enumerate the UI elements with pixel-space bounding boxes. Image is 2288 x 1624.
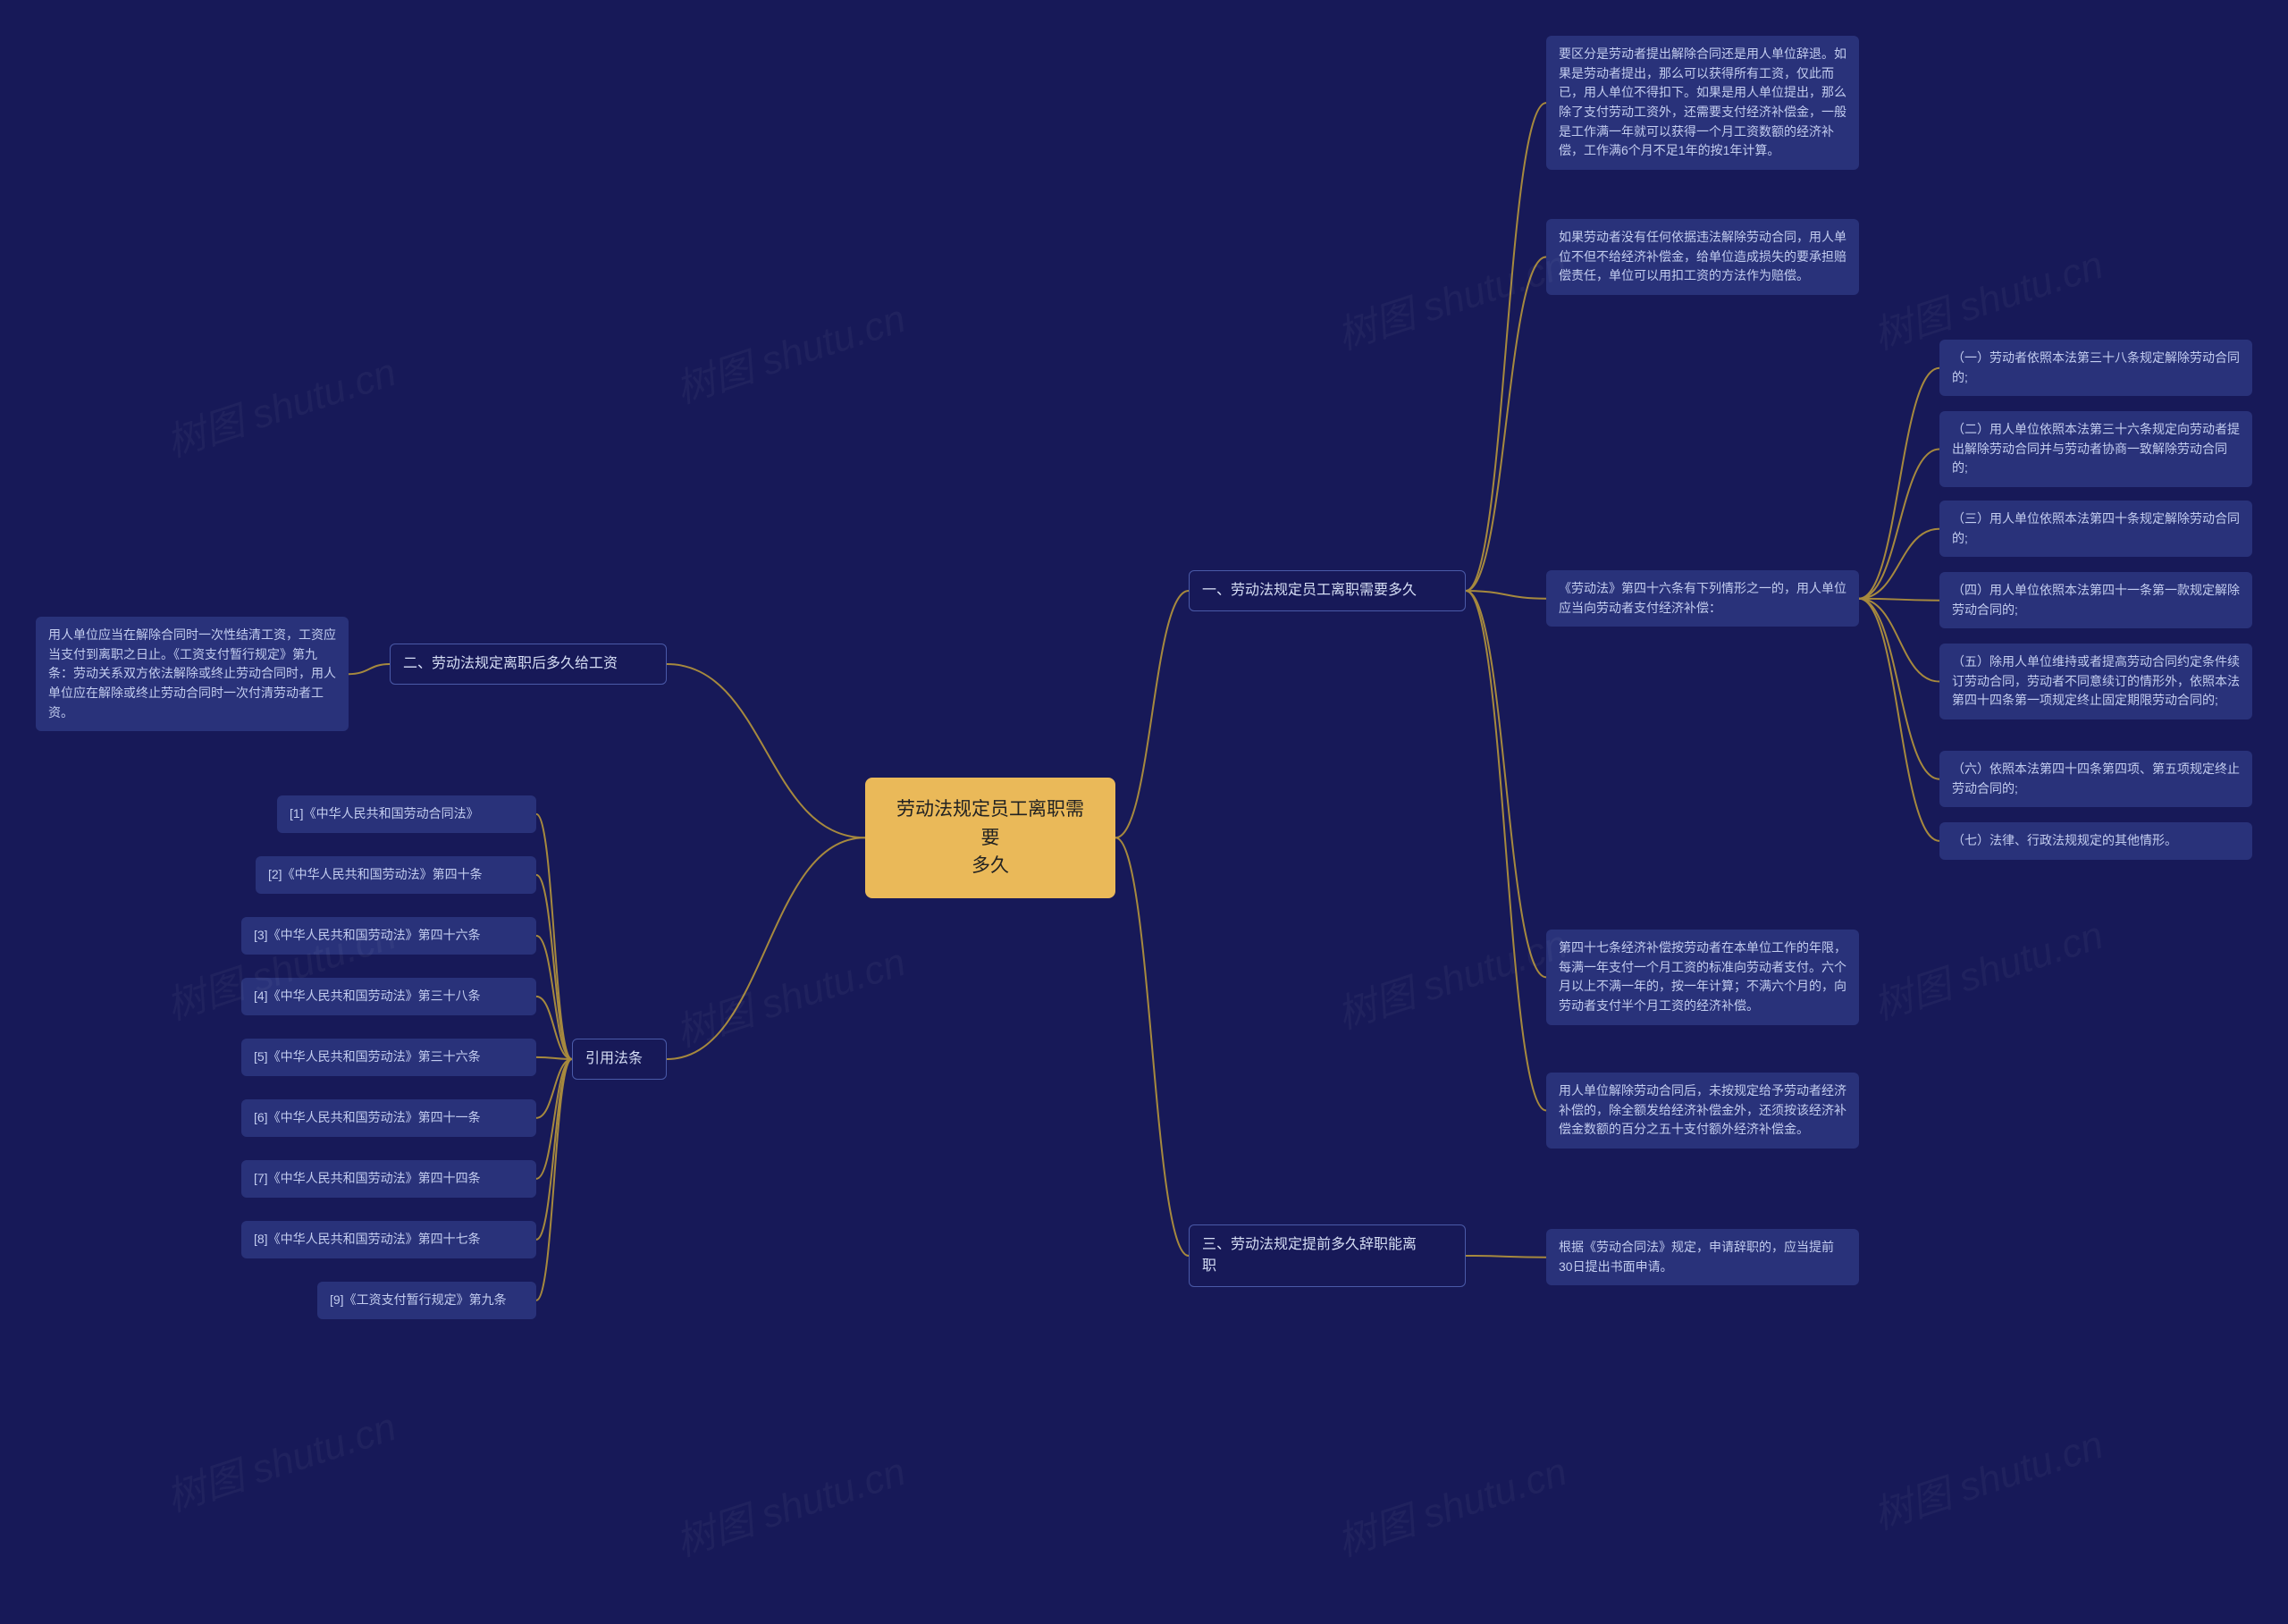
connector (536, 997, 572, 1059)
connector (667, 837, 865, 1059)
branch-node[interactable]: 三、劳动法规定提前多久辞职能离 职 (1189, 1224, 1466, 1287)
leaf-node[interactable]: 根据《劳动合同法》规定，申请辞职的，应当提前30日提出书面申请。 (1546, 1229, 1859, 1285)
leaf-node[interactable]: [9]《工资支付暂行规定》第九条 (317, 1282, 536, 1319)
connector (1115, 837, 1189, 1256)
leaf-node[interactable]: [8]《中华人民共和国劳动法》第四十七条 (241, 1221, 536, 1258)
branch-node[interactable]: 二、劳动法规定离职后多久给工资 (390, 644, 667, 685)
branch-node[interactable]: 一、劳动法规定员工离职需要多久 (1189, 570, 1466, 611)
connector (1859, 599, 1939, 682)
watermark: 树图 shutu.cn (668, 930, 912, 1057)
leaf-node[interactable]: （二）用人单位依照本法第三十六条规定向劳动者提出解除劳动合同并与劳动者协商一致解… (1939, 411, 2252, 487)
center-node[interactable]: 劳动法规定员工离职需要 多久 (865, 778, 1115, 898)
connector (536, 1059, 572, 1300)
connector (536, 936, 572, 1059)
leaf-node[interactable]: （三）用人单位依照本法第四十条规定解除劳动合同的; (1939, 501, 2252, 557)
connector (536, 1059, 572, 1118)
leaf-node[interactable]: [4]《中华人民共和国劳动法》第三十八条 (241, 978, 536, 1015)
connector (1466, 1256, 1546, 1258)
connector (1859, 599, 1939, 841)
watermark: 树图 shutu.cn (1329, 912, 1573, 1039)
watermark: 树图 shutu.cn (668, 1439, 912, 1567)
connector (536, 814, 572, 1059)
leaf-node[interactable]: （一）劳动者依照本法第三十八条规定解除劳动合同的; (1939, 340, 2252, 396)
watermark: 树图 shutu.cn (158, 1394, 402, 1522)
watermark: 树图 shutu.cn (158, 340, 402, 467)
branch-node[interactable]: 引用法条 (572, 1039, 667, 1080)
connector (349, 664, 390, 674)
watermark: 树图 shutu.cn (1865, 1412, 2109, 1540)
connector (1859, 599, 1939, 779)
connector (1859, 450, 1939, 599)
watermark: 树图 shutu.cn (1329, 232, 1573, 360)
connector (1466, 103, 1546, 591)
connector (536, 875, 572, 1059)
connector (1859, 368, 1939, 599)
connector (667, 664, 865, 837)
watermark: 树图 shutu.cn (668, 286, 912, 414)
connector (1466, 591, 1546, 1111)
leaf-node[interactable]: （四）用人单位依照本法第四十一条第一款规定解除劳动合同的; (1939, 572, 2252, 628)
leaf-node[interactable]: （五）除用人单位维持或者提高劳动合同约定条件续订劳动合同，劳动者不同意续订的情形… (1939, 644, 2252, 719)
connector (1466, 257, 1546, 591)
leaf-node[interactable]: 第四十七条经济补偿按劳动者在本单位工作的年限，每满一年支付一个月工资的标准向劳动… (1546, 930, 1859, 1025)
leaf-node[interactable]: [7]《中华人民共和国劳动法》第四十四条 (241, 1160, 536, 1198)
connector (536, 1059, 572, 1240)
connector (1466, 591, 1546, 977)
leaf-node[interactable]: （七）法律、行政法规规定的其他情形。 (1939, 822, 2252, 860)
leaf-node[interactable]: 用人单位解除劳动合同后，未按规定给予劳动者经济补偿的，除全额发给经济补偿金外，还… (1546, 1073, 1859, 1149)
leaf-node[interactable]: 《劳动法》第四十六条有下列情形之一的，用人单位应当向劳动者支付经济补偿： (1546, 570, 1859, 627)
leaf-node[interactable]: 如果劳动者没有任何依据违法解除劳动合同，用人单位不但不给经济补偿金，给单位造成损… (1546, 219, 1859, 295)
leaf-node[interactable]: [2]《中华人民共和国劳动法》第四十条 (256, 856, 536, 894)
connector (1466, 591, 1546, 599)
leaf-node[interactable]: 用人单位应当在解除合同时一次性结清工资，工资应当支付到离职之日止。《工资支付暂行… (36, 617, 349, 731)
connector (1115, 591, 1189, 837)
connector (1859, 599, 1939, 601)
connector (536, 1059, 572, 1179)
watermark: 树图 shutu.cn (1329, 1439, 1573, 1567)
leaf-node[interactable]: [1]《中华人民共和国劳动合同法》 (277, 795, 536, 833)
watermark: 树图 shutu.cn (1865, 903, 2109, 1031)
leaf-node[interactable]: [5]《中华人民共和国劳动法》第三十六条 (241, 1039, 536, 1076)
leaf-node[interactable]: （六）依照本法第四十四条第四项、第五项规定终止劳动合同的; (1939, 751, 2252, 807)
connector (1859, 529, 1939, 599)
connector (536, 1057, 572, 1059)
leaf-node[interactable]: 要区分是劳动者提出解除合同还是用人单位辞退。如果是劳动者提出，那么可以获得所有工… (1546, 36, 1859, 170)
leaf-node[interactable]: [3]《中华人民共和国劳动法》第四十六条 (241, 917, 536, 955)
leaf-node[interactable]: [6]《中华人民共和国劳动法》第四十一条 (241, 1099, 536, 1137)
